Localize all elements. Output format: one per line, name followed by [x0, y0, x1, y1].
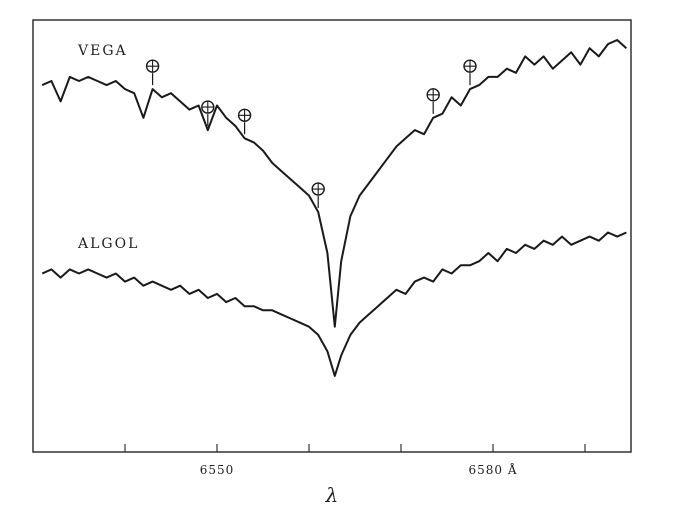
x-axis-ticks — [124, 444, 586, 452]
series-label-algol: ALGOL — [77, 236, 139, 252]
x-tick-label: 6580 Å — [468, 462, 517, 477]
x-axis-tick-labels: 6550 6580 Å — [200, 462, 517, 477]
telluric-marker-cross — [312, 183, 325, 196]
telluric-marker-cross — [427, 88, 440, 101]
series-line-algol — [41, 231, 627, 377]
telluric-marker-cross — [464, 60, 476, 73]
x-axis-label: λ — [325, 483, 339, 507]
telluric-markers: ⊕⊕⊕⊕⊕⊕ — [145, 59, 477, 209]
series-line-vega — [41, 39, 628, 328]
spectrum-lines — [41, 39, 628, 377]
telluric-marker-cross — [238, 109, 251, 122]
series-label-vega: VEGA — [77, 43, 128, 59]
plot-frame — [32, 19, 632, 453]
telluric-marker-cross — [146, 60, 159, 73]
telluric-marker-cross — [201, 101, 214, 114]
x-tick-label: 6550 — [200, 463, 235, 477]
